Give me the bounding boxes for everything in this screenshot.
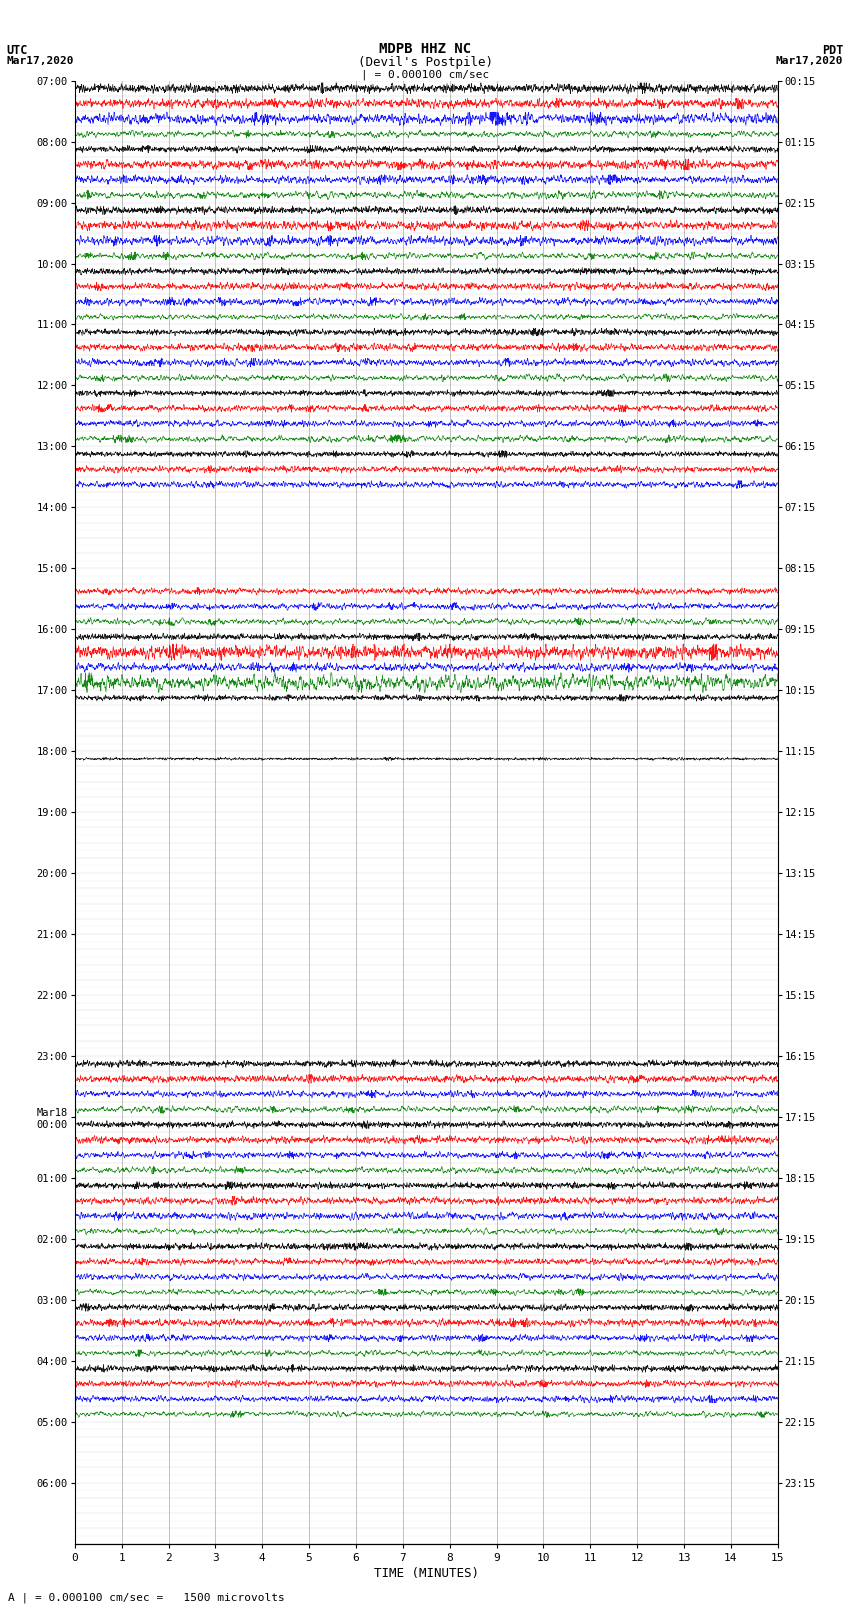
Text: PDT: PDT (822, 44, 843, 56)
Text: | = 0.000100 cm/sec: | = 0.000100 cm/sec (361, 69, 489, 81)
Text: UTC: UTC (7, 44, 28, 56)
Text: A | = 0.000100 cm/sec =   1500 microvolts: A | = 0.000100 cm/sec = 1500 microvolts (8, 1592, 286, 1603)
X-axis label: TIME (MINUTES): TIME (MINUTES) (374, 1566, 479, 1579)
Text: (Devil's Postpile): (Devil's Postpile) (358, 56, 492, 69)
Text: MDPB HHZ NC: MDPB HHZ NC (379, 42, 471, 56)
Text: Mar17,2020: Mar17,2020 (776, 56, 843, 66)
Text: Mar17,2020: Mar17,2020 (7, 56, 74, 66)
